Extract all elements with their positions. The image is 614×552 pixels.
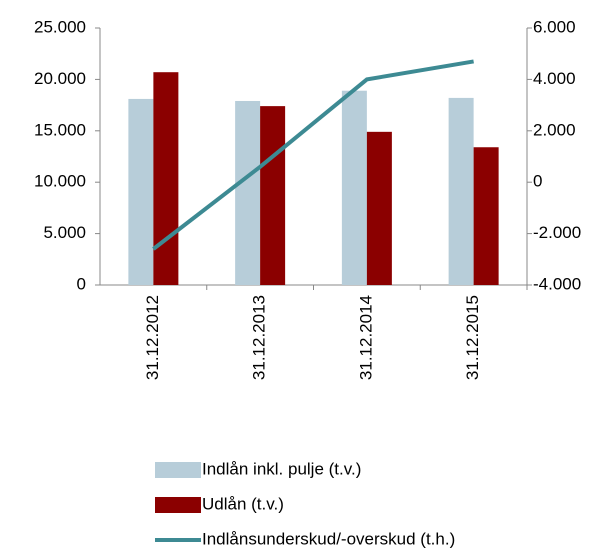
y-tick-label: 20.000 bbox=[34, 69, 86, 88]
bar bbox=[128, 98, 154, 285]
bar bbox=[153, 72, 179, 285]
y2-tick-label: -2.000 bbox=[533, 223, 581, 242]
y-tick-label: 25.000 bbox=[34, 17, 86, 36]
bar bbox=[448, 97, 474, 286]
x-tick-label: 31.12.2014 bbox=[356, 295, 375, 380]
legend-label: Indlånsunderskud/-overskud (t.h.) bbox=[202, 529, 455, 548]
x-tick-label: 31.12.2015 bbox=[463, 295, 482, 380]
y-tick-label: 5.000 bbox=[43, 223, 86, 242]
line bbox=[152, 59, 474, 251]
legend-label: Indlån inkl. pulje (t.v.) bbox=[202, 459, 361, 478]
bar bbox=[235, 100, 261, 285]
bar bbox=[341, 90, 367, 285]
legend-swatch bbox=[155, 497, 201, 513]
y2-tick-label: 0 bbox=[533, 172, 542, 191]
bar bbox=[473, 147, 499, 285]
y2-tick-label: -4.000 bbox=[533, 274, 581, 293]
legend-swatch bbox=[155, 462, 201, 478]
y2-tick-label: 2.000 bbox=[533, 120, 576, 139]
y2-tick-label: 4.000 bbox=[533, 69, 576, 88]
bar bbox=[366, 131, 392, 285]
y-tick-label: 0 bbox=[77, 274, 86, 293]
y-tick-label: 15.000 bbox=[34, 120, 86, 139]
bar bbox=[260, 106, 286, 286]
y-tick-label: 10.000 bbox=[34, 172, 86, 191]
legend-label: Udlån (t.v.) bbox=[202, 494, 284, 513]
y2-tick-label: 6.000 bbox=[533, 17, 576, 36]
x-tick-label: 31.12.2013 bbox=[250, 295, 269, 380]
x-tick-label: 31.12.2012 bbox=[143, 295, 162, 380]
